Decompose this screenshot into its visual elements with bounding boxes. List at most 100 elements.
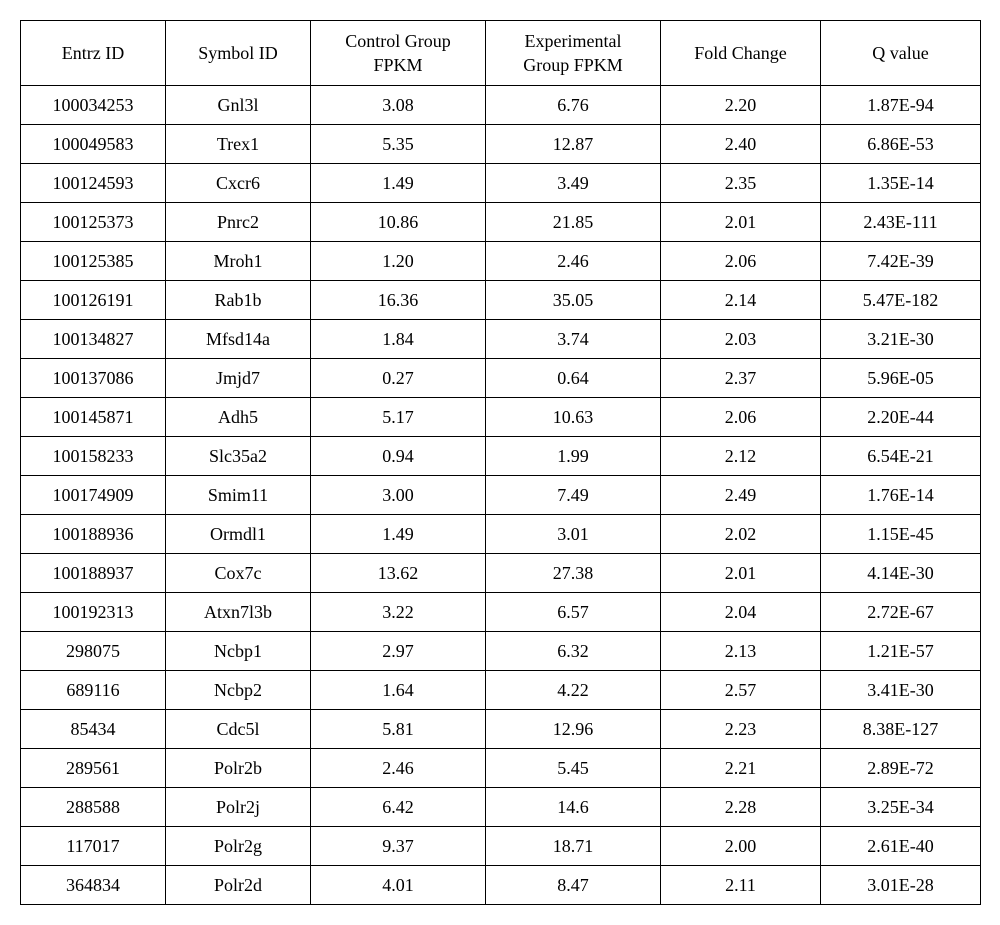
table-row: 100188937Cox7c13.6227.382.014.14E-30	[21, 554, 981, 593]
cell-entrz-id: 289561	[21, 749, 166, 788]
cell-exp-fpkm: 21.85	[486, 203, 661, 242]
cell-entrz-id: 100174909	[21, 476, 166, 515]
cell-symbol-id: Ncbp1	[166, 632, 311, 671]
cell-fold-change: 2.03	[661, 320, 821, 359]
cell-entrz-id: 100188937	[21, 554, 166, 593]
cell-control-fpkm: 4.01	[311, 866, 486, 905]
gene-expression-table: Entrz ID Symbol ID Control GroupFPKM Exp…	[20, 20, 981, 905]
table-row: 289561Polr2b2.465.452.212.89E-72	[21, 749, 981, 788]
cell-entrz-id: 100192313	[21, 593, 166, 632]
cell-fold-change: 2.28	[661, 788, 821, 827]
cell-q-value: 6.54E-21	[821, 437, 981, 476]
cell-q-value: 1.35E-14	[821, 164, 981, 203]
cell-q-value: 1.15E-45	[821, 515, 981, 554]
table-row: 100192313Atxn7l3b3.226.572.042.72E-67	[21, 593, 981, 632]
cell-symbol-id: Polr2g	[166, 827, 311, 866]
cell-entrz-id: 100034253	[21, 86, 166, 125]
cell-q-value: 8.38E-127	[821, 710, 981, 749]
cell-exp-fpkm: 2.46	[486, 242, 661, 281]
cell-control-fpkm: 1.49	[311, 515, 486, 554]
cell-fold-change: 2.06	[661, 242, 821, 281]
cell-symbol-id: Jmjd7	[166, 359, 311, 398]
cell-exp-fpkm: 27.38	[486, 554, 661, 593]
cell-symbol-id: Slc35a2	[166, 437, 311, 476]
cell-fold-change: 2.02	[661, 515, 821, 554]
cell-fold-change: 2.12	[661, 437, 821, 476]
cell-fold-change: 2.00	[661, 827, 821, 866]
cell-symbol-id: Polr2j	[166, 788, 311, 827]
table-row: 100188936Ormdl11.493.012.021.15E-45	[21, 515, 981, 554]
cell-entrz-id: 85434	[21, 710, 166, 749]
col-symbol-id: Symbol ID	[166, 21, 311, 86]
cell-control-fpkm: 0.27	[311, 359, 486, 398]
table-row: 117017Polr2g9.3718.712.002.61E-40	[21, 827, 981, 866]
cell-symbol-id: Mroh1	[166, 242, 311, 281]
cell-fold-change: 2.57	[661, 671, 821, 710]
table-row: 100174909Smim113.007.492.491.76E-14	[21, 476, 981, 515]
cell-fold-change: 2.37	[661, 359, 821, 398]
cell-exp-fpkm: 35.05	[486, 281, 661, 320]
cell-fold-change: 2.14	[661, 281, 821, 320]
cell-symbol-id: Ncbp2	[166, 671, 311, 710]
cell-control-fpkm: 13.62	[311, 554, 486, 593]
cell-q-value: 3.41E-30	[821, 671, 981, 710]
cell-q-value: 4.14E-30	[821, 554, 981, 593]
cell-entrz-id: 298075	[21, 632, 166, 671]
cell-exp-fpkm: 18.71	[486, 827, 661, 866]
cell-control-fpkm: 0.94	[311, 437, 486, 476]
cell-exp-fpkm: 14.6	[486, 788, 661, 827]
cell-q-value: 1.76E-14	[821, 476, 981, 515]
cell-entrz-id: 100124593	[21, 164, 166, 203]
cell-q-value: 2.72E-67	[821, 593, 981, 632]
cell-exp-fpkm: 3.49	[486, 164, 661, 203]
table-row: 100137086Jmjd70.270.642.375.96E-05	[21, 359, 981, 398]
cell-fold-change: 2.01	[661, 554, 821, 593]
cell-control-fpkm: 3.00	[311, 476, 486, 515]
cell-symbol-id: Cox7c	[166, 554, 311, 593]
cell-control-fpkm: 2.97	[311, 632, 486, 671]
table-row: 100034253Gnl3l3.086.762.201.87E-94	[21, 86, 981, 125]
cell-exp-fpkm: 10.63	[486, 398, 661, 437]
table-row: 100124593Cxcr61.493.492.351.35E-14	[21, 164, 981, 203]
cell-fold-change: 2.49	[661, 476, 821, 515]
cell-symbol-id: Mfsd14a	[166, 320, 311, 359]
cell-symbol-id: Pnrc2	[166, 203, 311, 242]
col-control-fpkm: Control GroupFPKM	[311, 21, 486, 86]
cell-control-fpkm: 1.64	[311, 671, 486, 710]
table-header: Entrz ID Symbol ID Control GroupFPKM Exp…	[21, 21, 981, 86]
cell-entrz-id: 100188936	[21, 515, 166, 554]
table-row: 689116Ncbp21.644.222.573.41E-30	[21, 671, 981, 710]
table-row: 100125385Mroh11.202.462.067.42E-39	[21, 242, 981, 281]
cell-fold-change: 2.04	[661, 593, 821, 632]
table-row: 364834Polr2d4.018.472.113.01E-28	[21, 866, 981, 905]
cell-control-fpkm: 5.17	[311, 398, 486, 437]
cell-symbol-id: Cdc5l	[166, 710, 311, 749]
cell-symbol-id: Trex1	[166, 125, 311, 164]
cell-fold-change: 2.20	[661, 86, 821, 125]
table-body: 100034253Gnl3l3.086.762.201.87E-94100049…	[21, 86, 981, 905]
cell-exp-fpkm: 4.22	[486, 671, 661, 710]
cell-symbol-id: Smim11	[166, 476, 311, 515]
cell-entrz-id: 100137086	[21, 359, 166, 398]
table-row: 100134827Mfsd14a1.843.742.033.21E-30	[21, 320, 981, 359]
cell-entrz-id: 288588	[21, 788, 166, 827]
cell-entrz-id: 100126191	[21, 281, 166, 320]
cell-fold-change: 2.01	[661, 203, 821, 242]
table-row: 100158233Slc35a20.941.992.126.54E-21	[21, 437, 981, 476]
cell-exp-fpkm: 6.57	[486, 593, 661, 632]
cell-control-fpkm: 16.36	[311, 281, 486, 320]
cell-control-fpkm: 3.08	[311, 86, 486, 125]
cell-q-value: 1.21E-57	[821, 632, 981, 671]
cell-control-fpkm: 9.37	[311, 827, 486, 866]
cell-symbol-id: Gnl3l	[166, 86, 311, 125]
cell-entrz-id: 100134827	[21, 320, 166, 359]
cell-symbol-id: Polr2d	[166, 866, 311, 905]
cell-symbol-id: Cxcr6	[166, 164, 311, 203]
cell-exp-fpkm: 12.87	[486, 125, 661, 164]
cell-exp-fpkm: 7.49	[486, 476, 661, 515]
cell-exp-fpkm: 3.74	[486, 320, 661, 359]
cell-control-fpkm: 2.46	[311, 749, 486, 788]
cell-q-value: 1.87E-94	[821, 86, 981, 125]
cell-control-fpkm: 1.49	[311, 164, 486, 203]
cell-q-value: 2.43E-111	[821, 203, 981, 242]
